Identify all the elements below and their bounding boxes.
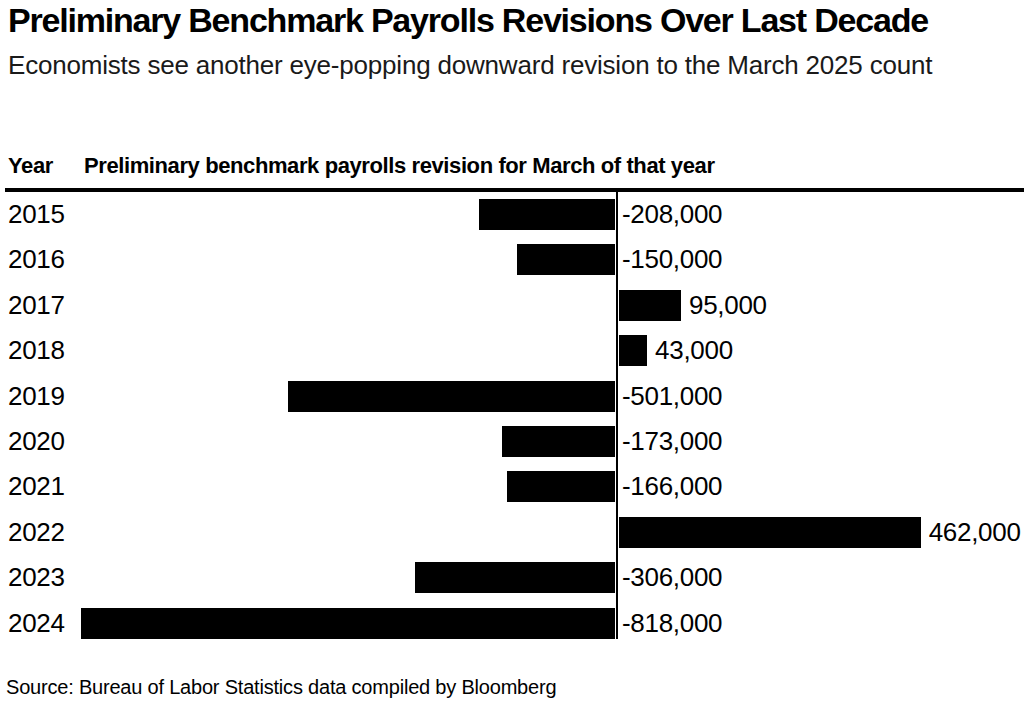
chart-row-2020: 2020 -173,000 xyxy=(0,419,1024,464)
revision-bar-2015 xyxy=(479,199,615,230)
year-label-2019: 2019 xyxy=(8,381,65,412)
chart-row-2019: 2019 -501,000 xyxy=(0,374,1024,419)
column-headers: Year Preliminary benchmark payrolls revi… xyxy=(0,153,1024,179)
value-label-2021: -166,000 xyxy=(622,471,722,502)
year-label-2017: 2017 xyxy=(8,290,65,321)
value-label-2015: -208,000 xyxy=(622,199,722,230)
chart-row-2021: 2021 -166,000 xyxy=(0,464,1024,509)
year-label-2015: 2015 xyxy=(8,199,65,230)
revision-bar-2016 xyxy=(517,244,615,275)
revision-bar-2020 xyxy=(502,426,615,457)
revision-bar-2019 xyxy=(288,381,615,412)
page-subtitle: Economists see another eye-popping downw… xyxy=(8,47,932,84)
value-label-2018: 43,000 xyxy=(655,335,733,366)
chart-row-2023: 2023 -306,000 xyxy=(0,555,1024,600)
chart-row-2017: 2017 95,000 xyxy=(0,283,1024,328)
year-label-2018: 2018 xyxy=(8,335,65,366)
value-label-2020: -173,000 xyxy=(622,426,722,457)
year-label-2024: 2024 xyxy=(8,608,65,639)
value-label-2023: -306,000 xyxy=(622,562,722,593)
revision-bar-2018 xyxy=(619,335,647,366)
column-header-revision: Preliminary benchmark payrolls revision … xyxy=(84,153,715,179)
source-credit: Source: Bureau of Labor Statistics data … xyxy=(6,676,556,699)
chart-row-2015: 2015 -208,000 xyxy=(0,192,1024,237)
year-label-2020: 2020 xyxy=(8,426,65,457)
chart-row-2024: 2024 -818,000 xyxy=(0,601,1024,646)
chart-row-2022: 2022 462,000 xyxy=(0,510,1024,555)
year-label-2016: 2016 xyxy=(8,244,65,275)
value-label-2022: 462,000 xyxy=(929,517,1021,548)
value-label-2017: 95,000 xyxy=(689,290,767,321)
chart-page: Preliminary Benchmark Payrolls Revisions… xyxy=(0,0,1024,715)
value-label-2016: -150,000 xyxy=(622,244,722,275)
bar-chart: 2015 -208,000 2016 -150,000 2017 95,000 2018 43… xyxy=(0,192,1024,646)
value-label-2019: -501,000 xyxy=(622,381,722,412)
revision-bar-2021 xyxy=(507,471,615,502)
year-label-2021: 2021 xyxy=(8,471,65,502)
year-label-2022: 2022 xyxy=(8,517,65,548)
value-label-2024: -818,000 xyxy=(622,608,722,639)
revision-bar-2022 xyxy=(619,517,921,548)
revision-bar-2023 xyxy=(415,562,615,593)
revision-bar-2024 xyxy=(81,608,615,639)
chart-row-2016: 2016 -150,000 xyxy=(0,237,1024,282)
chart-row-2018: 2018 43,000 xyxy=(0,328,1024,373)
year-label-2023: 2023 xyxy=(8,562,65,593)
revision-bar-2017 xyxy=(619,290,681,321)
column-header-year: Year xyxy=(8,153,53,179)
page-title: Preliminary Benchmark Payrolls Revisions… xyxy=(8,1,928,40)
